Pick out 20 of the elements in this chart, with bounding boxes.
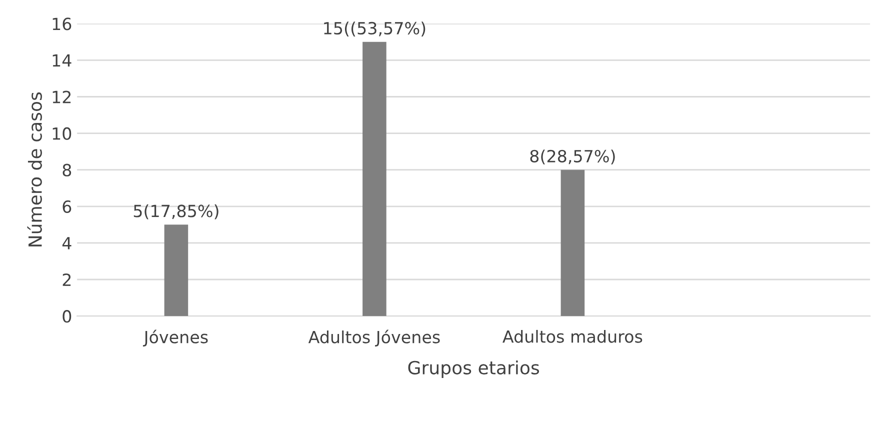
bar	[164, 224, 188, 316]
y-tick-label: 0	[62, 310, 72, 323]
y-tick-label: 16	[52, 18, 72, 30]
x-tick-label: Adultos Jóvenes	[308, 330, 440, 346]
y-tick-label: 6	[62, 200, 72, 213]
y-tick-label: 2	[62, 273, 71, 286]
data-label: 5(17,85%)	[134, 204, 218, 220]
y-tick-label: 10	[52, 127, 72, 140]
x-tick-label: Jóvenes	[142, 330, 208, 346]
x-axis-title: Grupos etarios	[408, 360, 540, 378]
data-label: 8(28,57%)	[530, 150, 615, 164]
bar	[560, 170, 585, 316]
data-label: 15((53,57%)	[324, 22, 426, 36]
y-tick-label: 8	[62, 164, 72, 176]
y-axis-title: Número de casos	[27, 92, 42, 246]
y-tick-label: 14	[52, 54, 72, 67]
y-tick-label: 4	[62, 237, 72, 250]
y-tick-label: 12	[52, 90, 71, 104]
bar	[362, 42, 386, 316]
x-tick-label: Adultos maduros	[502, 330, 642, 343]
